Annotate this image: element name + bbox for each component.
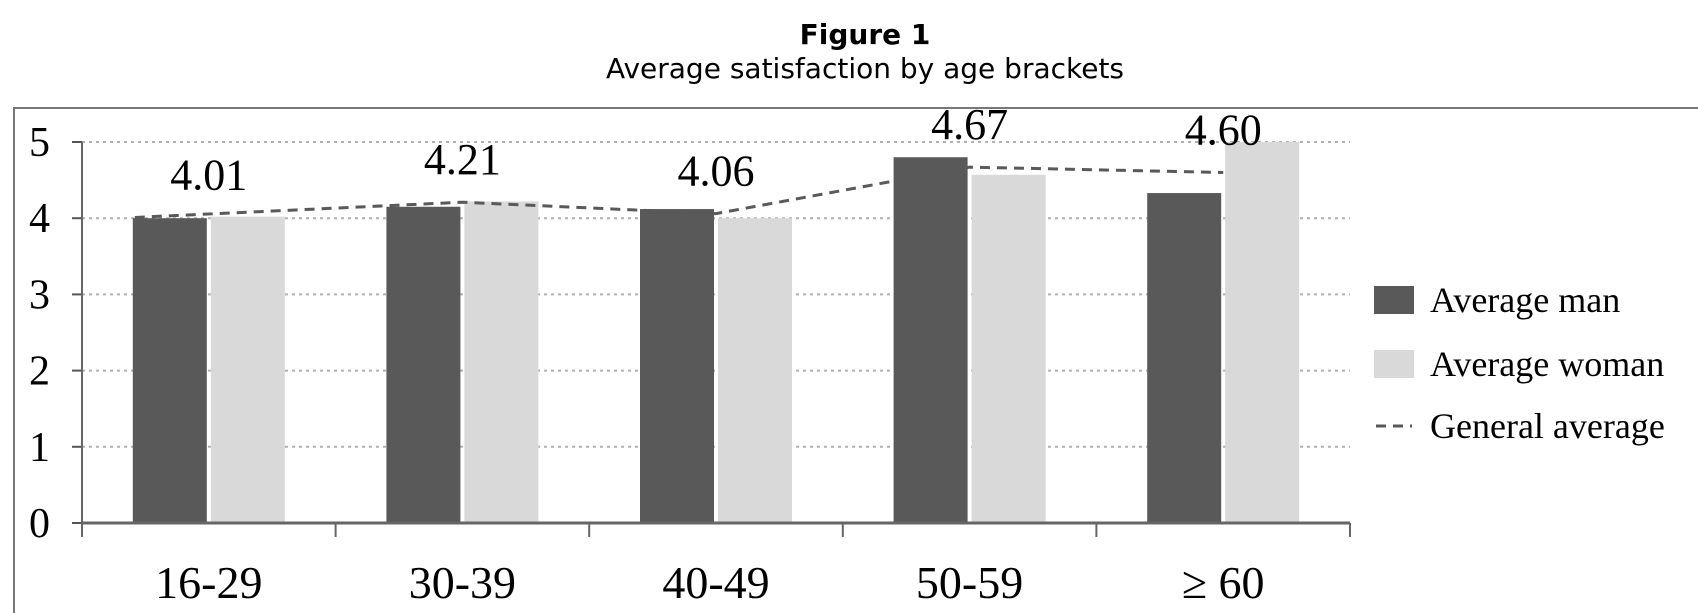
y-tick-label: 0 [29, 501, 50, 547]
legend-swatch-average-woman [1374, 350, 1414, 378]
general-average-series-line [134, 165, 1224, 219]
bar-average-woman [464, 201, 539, 523]
general-average-line [134, 165, 1224, 219]
x-tick-label: 30-39 [409, 557, 516, 608]
bar-average-woman [718, 218, 792, 523]
bar-average-man [640, 209, 714, 523]
legend-label: Average woman [1430, 344, 1664, 384]
data-label: 4.67 [931, 100, 1008, 149]
figure-label: Figure 1 [799, 18, 931, 51]
x-tick-label: 16-29 [155, 557, 262, 608]
bar-average-man [1147, 193, 1222, 523]
y-tick-label: 3 [29, 272, 50, 318]
legend-label: General average [1430, 406, 1665, 446]
y-tick-label: 5 [29, 120, 50, 166]
x-tick-label: 50-59 [916, 557, 1023, 608]
gridlines [82, 141, 1350, 448]
legend-swatch-average-man [1374, 286, 1414, 314]
y-tick-label: 2 [29, 349, 50, 395]
data-label: 4.60 [1185, 105, 1262, 154]
bar-average-man [132, 218, 207, 523]
legend: Average man Average woman General average [1374, 280, 1665, 446]
axes [72, 141, 1351, 537]
bar-average-man [386, 206, 461, 523]
chart-frame [13, 107, 1698, 613]
data-label: 4.21 [424, 135, 501, 184]
x-tick-label: ≥ 60 [1182, 557, 1265, 608]
labels: 0 1 2 3 4 5 16-29 30-39 40-49 50-59 ≥ 60 4.01 4.21 4.… [29, 100, 1265, 608]
x-tick-label: 40-49 [662, 557, 769, 608]
bar-average-man [893, 157, 968, 524]
y-tick-label: 4 [29, 196, 50, 242]
bars [132, 142, 1300, 524]
figure-caption: Average satisfaction by age brackets [605, 52, 1125, 85]
data-label: 4.06 [678, 147, 755, 196]
bar-average-woman [1225, 142, 1300, 523]
bar-average-woman [971, 174, 1046, 524]
bar-average-woman [210, 216, 285, 523]
y-tick-label: 1 [29, 425, 50, 471]
legend-label: Average man [1430, 280, 1620, 320]
data-label: 4.01 [170, 150, 247, 199]
